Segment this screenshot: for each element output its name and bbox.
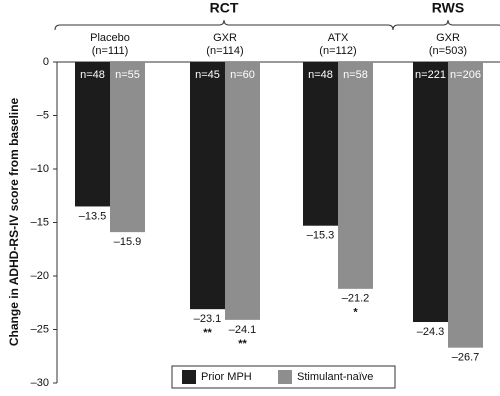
- y-tick-label: –10: [31, 163, 49, 175]
- bar: [413, 62, 448, 323]
- category-label: GXR: [213, 32, 237, 44]
- bar: [190, 62, 225, 310]
- value-label: –21.2: [342, 293, 370, 305]
- bar: [303, 62, 338, 226]
- value-label: –24.3: [417, 326, 445, 338]
- value-label: –24.1: [229, 324, 257, 336]
- value-label: –13.5: [79, 210, 107, 222]
- n-label: n=48: [80, 69, 105, 81]
- category-sublabel: (n=114): [206, 45, 243, 57]
- y-tick-label: –25: [31, 323, 49, 335]
- bracket: [54, 19, 394, 31]
- n-label: n=48: [308, 69, 333, 81]
- y-tick-label: –20: [31, 270, 49, 282]
- value-label: –23.1: [194, 313, 222, 325]
- y-tick-label: 0: [43, 56, 49, 68]
- bar: [75, 62, 110, 207]
- bar: [225, 62, 260, 320]
- bar: [110, 62, 145, 233]
- bar: [338, 62, 373, 289]
- n-label: n=206: [450, 69, 481, 81]
- legend-swatch: [278, 370, 292, 384]
- bracket-label: RCT: [210, 0, 239, 16]
- significance-label: **: [203, 327, 212, 339]
- y-tick-label: –5: [37, 109, 49, 121]
- value-label: –15.9: [114, 236, 142, 248]
- legend-label: Stimulant-naïve: [297, 371, 373, 383]
- significance-label: **: [238, 338, 247, 350]
- y-tick-label: –15: [31, 216, 49, 228]
- n-label: n=58: [343, 69, 368, 81]
- value-label: –15.3: [307, 230, 335, 242]
- significance-label: *: [353, 307, 358, 319]
- n-label: n=221: [415, 69, 446, 81]
- y-tick-label: –30: [31, 377, 49, 389]
- y-axis-title: Change in ADHD-RS-IV score from baseline: [7, 98, 21, 347]
- bracket: [392, 19, 500, 31]
- n-label: n=60: [230, 69, 255, 81]
- legend-label: Prior MPH: [201, 371, 252, 383]
- bracket-label: RWS: [432, 0, 464, 16]
- category-sublabel: (n=112): [319, 45, 356, 57]
- n-label: n=45: [195, 69, 220, 81]
- category-sublabel: (n=503): [429, 45, 467, 57]
- category-label: ATX: [328, 32, 349, 44]
- bar: [448, 62, 483, 348]
- n-label: n=55: [115, 69, 140, 81]
- legend-swatch: [182, 370, 196, 384]
- value-label: –26.7: [452, 352, 480, 364]
- category-sublabel: (n=111): [92, 45, 129, 57]
- category-label: Placebo: [90, 32, 130, 44]
- category-label: GXR: [436, 32, 460, 44]
